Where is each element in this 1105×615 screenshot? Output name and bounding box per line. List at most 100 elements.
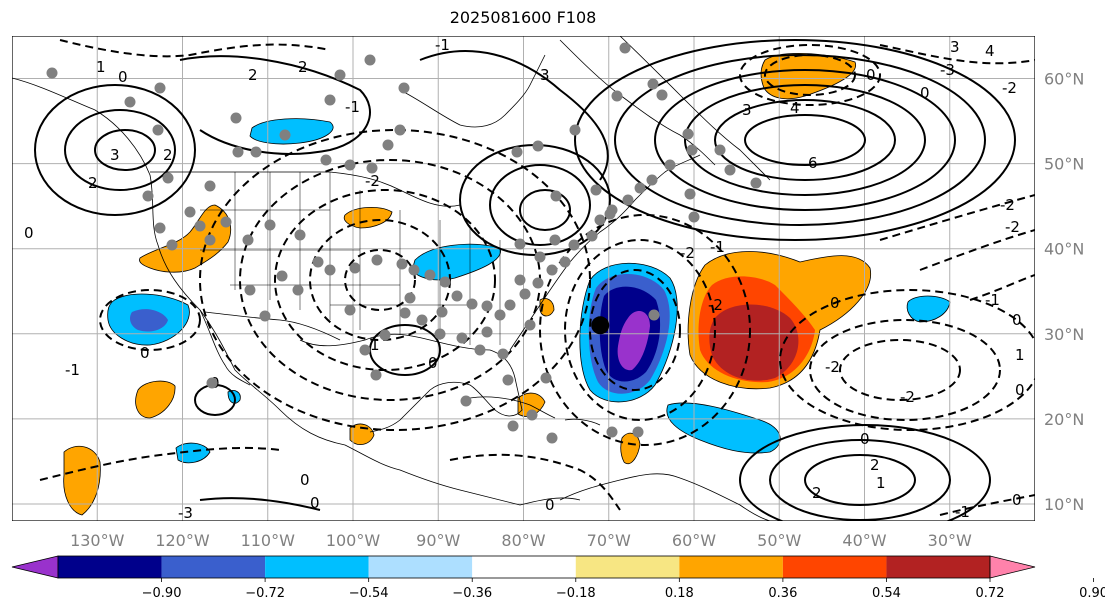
station-dot — [590, 184, 602, 196]
contour-pos-alaska-2 — [64, 109, 176, 191]
contour-label: 0 — [300, 471, 310, 489]
contour-label: 6 — [808, 154, 818, 172]
contour-label: -2 — [1005, 218, 1020, 236]
lat-tick-label: 10°N — [1044, 495, 1084, 514]
station-markers — [46, 42, 762, 444]
station-dot — [724, 164, 736, 176]
colorbar-label: 0.54 — [872, 586, 901, 601]
station-dot — [344, 159, 356, 171]
station-dot — [244, 284, 256, 296]
contour-neg-east-3 — [969, 274, 1035, 301]
lat-tick-label: 30°N — [1044, 325, 1084, 344]
lon-tick-label: 60°W — [672, 531, 716, 550]
contour-label: -1 — [345, 98, 360, 116]
contour-pos-labrador-2 — [489, 164, 591, 246]
station-dot — [294, 229, 306, 241]
colorbar-segment — [58, 556, 162, 578]
station-dot — [408, 264, 420, 276]
station-dot — [436, 306, 448, 318]
contour-label: -1 — [435, 36, 450, 54]
station-dot — [606, 426, 618, 438]
station-dot — [647, 78, 659, 90]
contour-label: 2 — [88, 174, 98, 192]
station-dot — [394, 124, 406, 136]
contour-neg-atlantic-1 — [589, 269, 681, 391]
colorbar-segment — [265, 556, 369, 578]
contour-pos-tropical-atl-3 — [739, 424, 991, 521]
contour-label: 4 — [790, 99, 800, 117]
station-dot — [124, 96, 136, 108]
station-dot — [398, 82, 410, 94]
latitude-labels: 60°N 50°N 40°N 30°N 20°N 10°N — [1044, 70, 1084, 514]
station-dot — [230, 112, 242, 124]
contour-pos-alaska-3 — [34, 84, 196, 216]
contour-neg-north-1 — [59, 39, 331, 58]
contour-label: 2 — [298, 58, 308, 76]
station-dot — [504, 299, 516, 311]
station-dot — [682, 128, 694, 140]
lat-tick-label: 50°N — [1044, 155, 1084, 174]
station-dot — [546, 432, 558, 444]
colorbar-label: 0.72 — [976, 586, 1005, 601]
contour-label: -3 — [178, 504, 193, 522]
station-dot — [686, 144, 698, 156]
contour-neg-central-3 — [274, 189, 496, 371]
contour-label: 2 — [812, 484, 822, 502]
station-dot — [688, 211, 700, 223]
contour-neg-greenland-1 — [764, 54, 856, 96]
station-dot — [532, 140, 544, 152]
station-dot — [439, 276, 451, 288]
colorbar: −0.90 −0.72 −0.54 −0.36 −0.18 0.18 0.36 0.54 0.7… — [11, 555, 1105, 601]
contour-pos-tropical-atl-2 — [769, 439, 951, 521]
pacific-positive — [135, 380, 176, 419]
us-states — [200, 172, 501, 345]
station-dot — [404, 292, 416, 304]
baja-california — [199, 309, 251, 386]
contour-label: 0 — [118, 68, 128, 86]
contour-label: 0 — [830, 294, 840, 312]
contour-label: -1 — [710, 238, 725, 256]
lesser-antilles-positive — [620, 432, 641, 465]
lon-tick-label: 130°W — [70, 531, 125, 550]
colorbar-label: −0.36 — [452, 586, 492, 601]
station-dot — [634, 182, 646, 194]
lon-tick-label: 80°W — [501, 531, 545, 550]
station-dot — [502, 374, 514, 386]
station-dot — [646, 174, 658, 186]
station-dot — [264, 219, 276, 231]
station-dot — [514, 274, 526, 286]
contour-label: -2 — [708, 296, 723, 314]
contour-label: 1 — [876, 474, 886, 492]
station-dot — [152, 124, 164, 136]
contour-label: 4 — [985, 42, 995, 60]
station-dot — [434, 328, 446, 340]
contour-pos-south-edge — [199, 497, 321, 511]
contour-pos-ne-atlantic-2 — [714, 99, 896, 181]
station-dot — [416, 314, 428, 326]
pacific-negative-core — [130, 309, 168, 332]
contour-neg-south-3 — [939, 494, 1035, 516]
station-dot — [632, 426, 644, 438]
contour-neg-east-atl-2 — [809, 319, 1001, 421]
station-dot — [456, 332, 468, 344]
station-dot — [494, 309, 506, 321]
station-dot — [359, 344, 371, 356]
contour-label: -1 — [985, 291, 1000, 309]
gulf-of-mexico-coast — [299, 333, 523, 433]
contour-label: 2 — [248, 66, 258, 84]
east-coast — [509, 154, 701, 351]
station-dot — [750, 177, 762, 189]
station-dot — [46, 67, 58, 79]
contour-label: -2 — [900, 388, 915, 406]
station-dot — [142, 190, 154, 202]
contour-label: 1 — [370, 336, 380, 354]
station-dot — [292, 284, 304, 296]
colorbar-segment — [575, 556, 680, 578]
contour-label: -2 — [825, 358, 840, 376]
contour-neg-atlantic-2 — [564, 239, 716, 421]
atlantic-positive-core — [709, 304, 799, 381]
lon-tick-label: 50°W — [757, 531, 801, 550]
contour-label: 0 — [24, 224, 34, 242]
station-dot — [366, 162, 378, 174]
contour-neg-east-atl-3 — [779, 289, 1035, 431]
